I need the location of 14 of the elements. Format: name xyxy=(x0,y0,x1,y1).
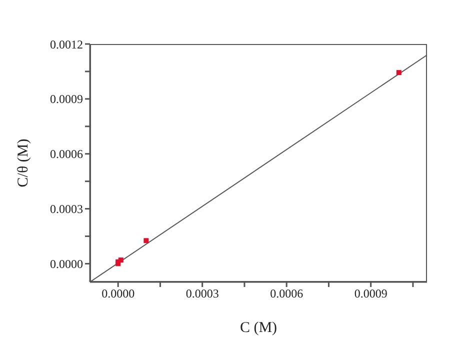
point xyxy=(118,258,124,263)
y-tick-label: 0.0009 xyxy=(50,92,83,106)
y-axis-title: C/θ (M) xyxy=(15,138,32,188)
y-tick-label: 0.0012 xyxy=(50,37,83,52)
x-tick-label: 0.0009 xyxy=(354,286,388,301)
x-tick-label: 0.0003 xyxy=(186,286,219,301)
y-tick-label: 0.0000 xyxy=(50,256,83,271)
point xyxy=(144,238,149,244)
x-tick-label: 0.0006 xyxy=(270,286,304,301)
point xyxy=(396,70,402,76)
x-axis-title: C (M) xyxy=(240,320,278,336)
y-tick-label: 0.0003 xyxy=(50,202,83,216)
y-tick-label: 0.0006 xyxy=(50,147,83,162)
x-tick-label: 0.0000 xyxy=(102,286,135,301)
